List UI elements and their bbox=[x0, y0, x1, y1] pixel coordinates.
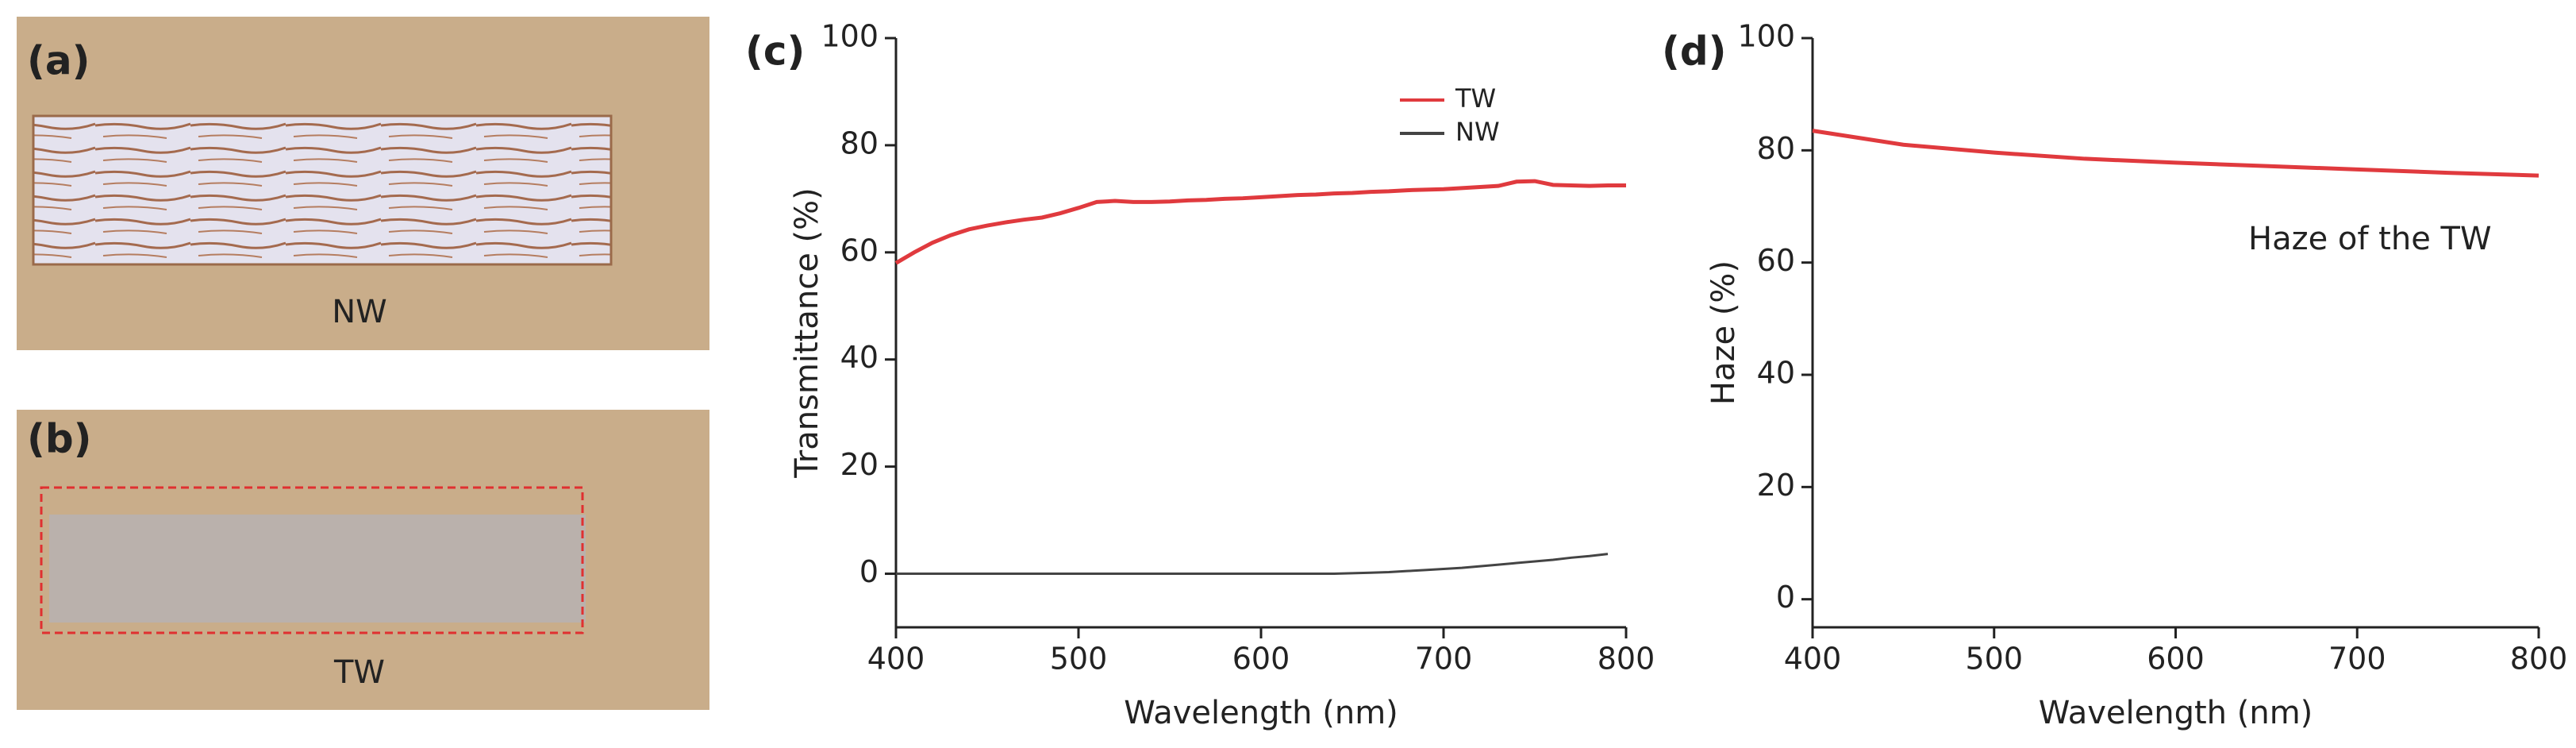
x-tick-label: 700 bbox=[1415, 642, 1473, 677]
y-tick-label: 40 bbox=[1757, 356, 1795, 391]
y-tick-label: 60 bbox=[1757, 243, 1795, 278]
y-tick-label: 0 bbox=[859, 554, 879, 589]
series-line bbox=[894, 179, 1626, 265]
x-tick-label: 800 bbox=[1598, 642, 1655, 677]
wood-strip-tw bbox=[49, 515, 586, 623]
panel-label: (d) bbox=[1662, 29, 1727, 75]
y-tick-label: 20 bbox=[1757, 468, 1795, 503]
photo-caption: NW bbox=[332, 294, 386, 330]
y-tick-label: 80 bbox=[1757, 131, 1795, 166]
x-tick-label: 500 bbox=[1965, 642, 2023, 677]
y-axis-label: Haze (%) bbox=[1705, 260, 1742, 405]
legend-label: TW bbox=[1455, 83, 1496, 114]
panel-label: (a) bbox=[27, 38, 90, 84]
x-axis-label: Wavelength (nm) bbox=[1124, 695, 1398, 731]
panel-label: (c) bbox=[745, 29, 805, 75]
series-line bbox=[896, 553, 1609, 576]
y-tick-label: 0 bbox=[1776, 580, 1795, 615]
wood-strip-nw bbox=[32, 114, 613, 266]
x-tick-label: 800 bbox=[2510, 642, 2568, 677]
x-tick-label: 500 bbox=[1050, 642, 1108, 677]
legend-label: NW bbox=[1455, 117, 1500, 147]
x-tick-label: 700 bbox=[2328, 642, 2386, 677]
photo-caption: TW bbox=[333, 654, 385, 691]
y-tick-label: 60 bbox=[840, 233, 879, 268]
y-tick-label: 40 bbox=[840, 340, 879, 375]
x-tick-label: 600 bbox=[2147, 642, 2205, 677]
series-line bbox=[1812, 129, 2539, 178]
x-tick-label: 400 bbox=[867, 642, 925, 677]
annotation: Haze of the TW bbox=[2248, 221, 2492, 257]
y-axis-label: Transmittance (%) bbox=[789, 187, 825, 479]
x-tick-label: 600 bbox=[1232, 642, 1290, 677]
y-tick-label: 20 bbox=[840, 447, 879, 482]
panel-label: (b) bbox=[27, 416, 92, 462]
dashed-box bbox=[40, 486, 584, 634]
y-tick-label: 80 bbox=[840, 125, 879, 160]
x-axis-label: Wavelength (nm) bbox=[2039, 695, 2313, 731]
y-tick-label: 100 bbox=[821, 19, 879, 54]
x-tick-label: 400 bbox=[1784, 642, 1842, 677]
y-tick-label: 100 bbox=[1737, 19, 1795, 54]
